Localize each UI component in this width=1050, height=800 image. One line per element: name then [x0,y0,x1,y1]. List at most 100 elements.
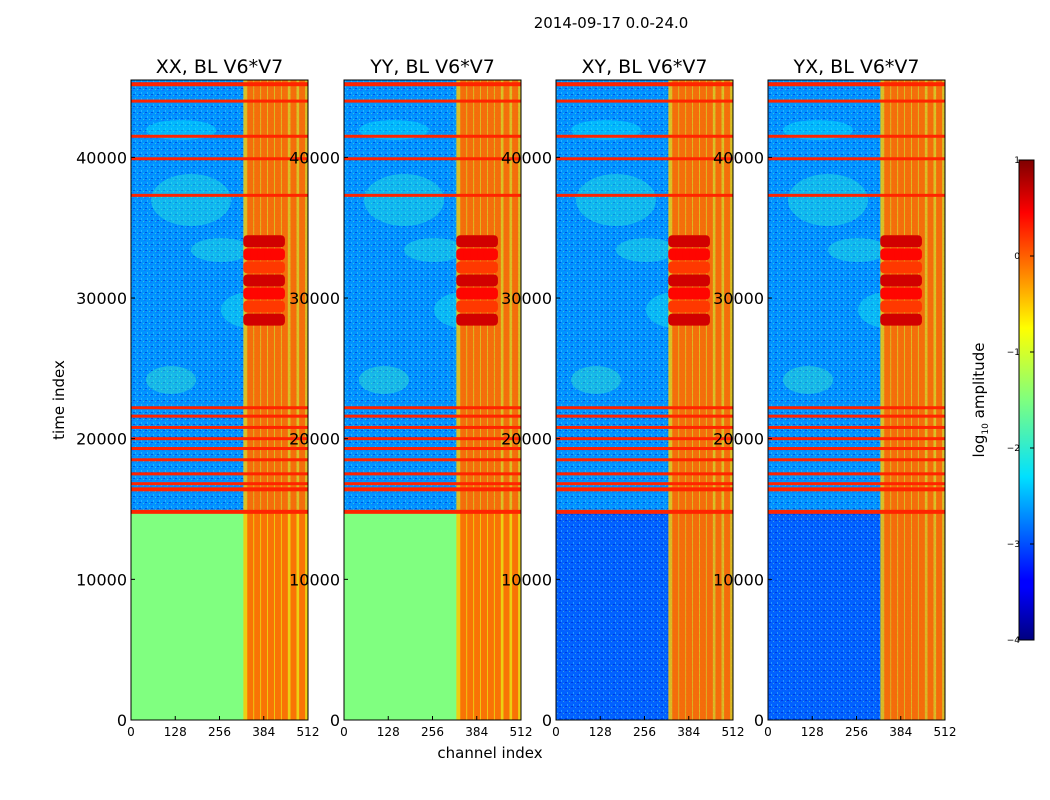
heatmap-diffuse-structure [788,174,868,226]
x-tick-label: 256 [208,725,231,739]
rfi-channel-column [905,80,912,720]
strong-rfi-cell [907,261,922,274]
flagged-time-row [768,425,945,429]
flagged-time-row [344,487,521,492]
colorbar-tick-label: −1 [1007,348,1020,358]
flagged-time-row [344,447,521,451]
flagged-time-row [344,82,521,87]
strong-rfi-cell [695,300,710,313]
strong-rfi-cell [270,313,285,326]
strong-rfi-cell [907,235,922,248]
flagged-time-row [344,414,521,418]
heatmap-diffuse-structure [576,174,656,226]
strong-rfi-cell [483,313,498,326]
x-tick-label: 128 [377,725,400,739]
y-tick-label: 10000 [289,570,340,589]
rfi-channel-column [898,80,905,720]
x-tick-label: 128 [164,725,187,739]
flagged-time-row [131,99,308,103]
flagged-time-row [131,414,308,418]
x-tick-label: 128 [801,725,824,739]
flagged-time-row [344,458,521,462]
strong-rfi-cell [270,274,285,287]
heatmap-diffuse-structure [404,238,464,262]
strong-rfi-cell [695,313,710,326]
flagged-time-row [556,157,733,161]
strong-rfi-cell [483,274,498,287]
flagged-time-row [556,414,733,418]
heatmap-diffuse-structure [146,366,196,394]
strong-rfi-cell [695,261,710,274]
flagged-time-row [556,82,733,87]
flagged-time-row [344,157,521,161]
strong-rfi-cell [483,287,498,300]
strong-rfi-cell [483,248,498,261]
rfi-channel-column [254,80,261,720]
x-tick-label: 512 [722,725,745,739]
flagged-time-row [768,157,945,161]
flagged-time-row [131,472,308,476]
flagged-time-row [131,406,308,410]
flagged-time-row [131,482,308,486]
colorbar-tick-label: −2 [1007,444,1020,454]
heatmap-diffuse-structure [364,174,444,226]
strong-rfi-cell [695,287,710,300]
rfi-channel-column [494,80,501,720]
flagged-time-row [131,82,308,87]
colorbar-tick-label: 0 [1014,252,1020,262]
y-tick-label: 20000 [713,430,764,449]
y-tick-label: 30000 [76,289,127,308]
heatmap-image [768,80,945,720]
flagged-time-row [556,437,733,441]
x-tick-label: 128 [589,725,612,739]
colorbar-ticks: −4 −3 −2 −1 0 1 [1007,156,1034,646]
y-tick-label: 0 [330,711,340,730]
x-tick-label: 384 [465,725,488,739]
flagged-time-row [556,482,733,486]
heatmap-diffuse-structure [359,366,409,394]
rfi-channel-column [261,80,268,720]
rfi-channel-column [911,80,918,720]
strong-rfi-cell [270,287,285,300]
rfi-channel-column [503,80,510,720]
strong-rfi-cell [695,248,710,261]
flagged-time-row [131,437,308,441]
figure-suptitle: 2014-09-17 0.0-24.0 [534,14,689,32]
rfi-channel-column [474,80,481,720]
panel-1: YY, BL V6*V7 0 128 256 384 512 0 10000 20000 3000… [289,56,532,739]
panel-title: XY, BL V6*V7 [581,56,707,78]
flagged-time-row [768,406,945,410]
strong-rfi-cell [907,313,922,326]
heatmap-diffuse-structure [828,238,888,262]
flagged-time-row [344,425,521,429]
rfi-channel-column [467,80,474,720]
rfi-channel-column [512,80,519,720]
strong-rfi-cell [270,300,285,313]
flagged-time-row [768,437,945,441]
flagged-time-row [556,425,733,429]
panel-title: YY, BL V6*V7 [369,56,495,78]
flagged-time-row [768,458,945,462]
colorbar-tick-label: 1 [1014,156,1020,166]
flagged-time-row [131,487,308,492]
flagged-time-row [131,425,308,429]
y-tick-label: 10000 [713,570,764,589]
rfi-channel-column [884,80,891,720]
x-tick-label: 256 [845,725,868,739]
flagged-time-row [768,447,945,451]
rfi-channel-column [891,80,898,720]
flagged-time-row [344,437,521,441]
rfi-channel-column [281,80,288,720]
strong-rfi-cell [270,235,285,248]
flagged-time-row [556,458,733,462]
x-tick-label: 384 [677,725,700,739]
colorbar-tick-label: −4 [1007,636,1021,646]
colorbar-label: log10 amplitude [970,343,991,458]
rfi-channel-column [724,80,731,720]
flagged-time-row [556,472,733,476]
y-tick-label: 40000 [713,148,764,167]
colorbar-tick-label: −3 [1007,540,1020,550]
strong-rfi-cell [907,274,922,287]
flagged-time-row [344,406,521,410]
